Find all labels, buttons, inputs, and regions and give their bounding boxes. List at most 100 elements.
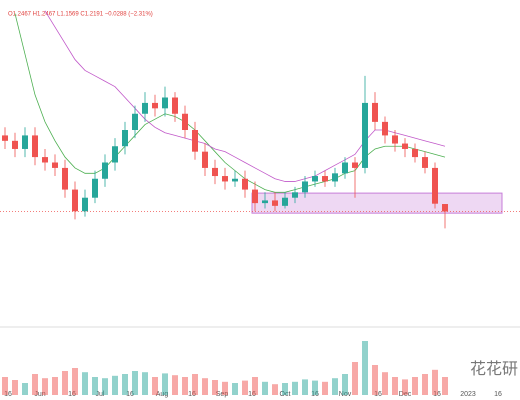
volume-bar xyxy=(322,381,328,395)
volume-bar xyxy=(22,383,28,395)
volume-bar xyxy=(52,377,58,395)
candle-body xyxy=(312,176,318,182)
candle-body xyxy=(282,197,288,206)
volume-bar xyxy=(2,377,8,395)
volume-bar xyxy=(142,372,148,395)
volume-bar xyxy=(182,377,188,395)
candle-body xyxy=(152,102,158,109)
x-tick-label: Jun xyxy=(34,391,45,398)
candle-body xyxy=(352,162,358,168)
volume-bar xyxy=(342,374,348,395)
candle-body xyxy=(292,192,298,198)
x-tick-label: 16 xyxy=(126,391,134,398)
candle-body xyxy=(22,135,28,149)
volume-bar xyxy=(172,375,178,395)
candle-body xyxy=(242,178,248,190)
volume-bar xyxy=(382,372,388,395)
candle-body xyxy=(252,189,258,204)
candle-body xyxy=(332,173,338,182)
candle-body xyxy=(432,167,438,204)
candle-body xyxy=(412,148,418,158)
volume-bar xyxy=(62,371,68,395)
volume-bar xyxy=(362,341,368,395)
candle-body xyxy=(422,157,428,168)
x-tick-label: 2023 xyxy=(460,391,476,398)
candle-body xyxy=(72,189,78,212)
watermark: 花花研 xyxy=(470,360,518,378)
moving-average xyxy=(44,10,446,182)
candle-body xyxy=(32,135,38,158)
candle-body xyxy=(322,176,328,182)
ohlc-legend: O1.2467 H1.2467 L1.1569 C1.2191 −0.0288 … xyxy=(8,12,153,18)
candle-body xyxy=(12,140,18,149)
volume-bar xyxy=(432,369,438,395)
candle-body xyxy=(132,113,138,130)
candle-body xyxy=(82,197,88,212)
volume-bar xyxy=(132,371,138,395)
volume-bar xyxy=(72,368,78,395)
candle-body xyxy=(172,97,178,114)
volume-bar xyxy=(312,380,318,395)
candle-body xyxy=(302,181,308,193)
candle-body xyxy=(92,178,98,198)
volume-bar xyxy=(42,378,48,395)
candle-body xyxy=(222,176,228,182)
candle-body xyxy=(402,143,408,149)
candle-body xyxy=(62,167,68,190)
volume-bar xyxy=(392,377,398,395)
candle-body xyxy=(52,162,58,168)
volume-bar xyxy=(112,375,118,395)
candle-body xyxy=(202,151,208,168)
volume-bar xyxy=(202,378,208,395)
volume-bar xyxy=(242,380,248,395)
candle-body xyxy=(372,102,378,122)
volume-bar xyxy=(222,381,228,395)
volume-bar xyxy=(262,381,268,395)
candle-body xyxy=(342,162,348,174)
volume-bar xyxy=(442,377,448,395)
volume-bar xyxy=(352,362,358,395)
candle-body xyxy=(192,130,198,152)
candle-body xyxy=(382,121,388,136)
candle-body xyxy=(442,204,448,212)
candle-body xyxy=(182,113,188,130)
candle-body xyxy=(362,102,368,168)
volume-bar xyxy=(272,384,278,395)
x-tick-label: 16 xyxy=(494,391,502,398)
moving-average xyxy=(14,13,446,193)
volume-bar xyxy=(282,383,288,395)
volume-bar xyxy=(402,379,408,395)
candle-body xyxy=(42,157,48,163)
candle-body xyxy=(162,97,168,109)
volume-bar xyxy=(412,377,418,395)
candle-body xyxy=(122,130,128,147)
x-tick-label: Jul xyxy=(96,391,105,398)
volume-bar xyxy=(152,377,158,395)
volume-bar xyxy=(212,380,218,395)
candle-body xyxy=(232,178,238,182)
volume-bar xyxy=(302,379,308,395)
volume-bar xyxy=(32,374,38,395)
volume-bar xyxy=(122,374,128,395)
volume-bar xyxy=(192,374,198,395)
volume-bar xyxy=(292,381,298,395)
volume-bar xyxy=(422,374,428,395)
volume-bar xyxy=(232,383,238,395)
volume-bar xyxy=(162,373,168,395)
volume-bar xyxy=(372,365,378,395)
support-zone xyxy=(251,192,503,214)
volume-bar xyxy=(252,377,258,395)
candle-body xyxy=(262,200,268,204)
candle-body xyxy=(102,162,108,179)
volume-bar xyxy=(332,378,338,395)
volume-bar xyxy=(12,380,18,395)
candle-body xyxy=(2,135,8,141)
volume-bar xyxy=(92,377,98,395)
candle-body xyxy=(142,102,148,114)
volume-bar xyxy=(102,378,108,395)
candle-body xyxy=(392,135,398,144)
x-tick-label: 16 xyxy=(374,391,382,398)
candle-body xyxy=(212,167,218,177)
